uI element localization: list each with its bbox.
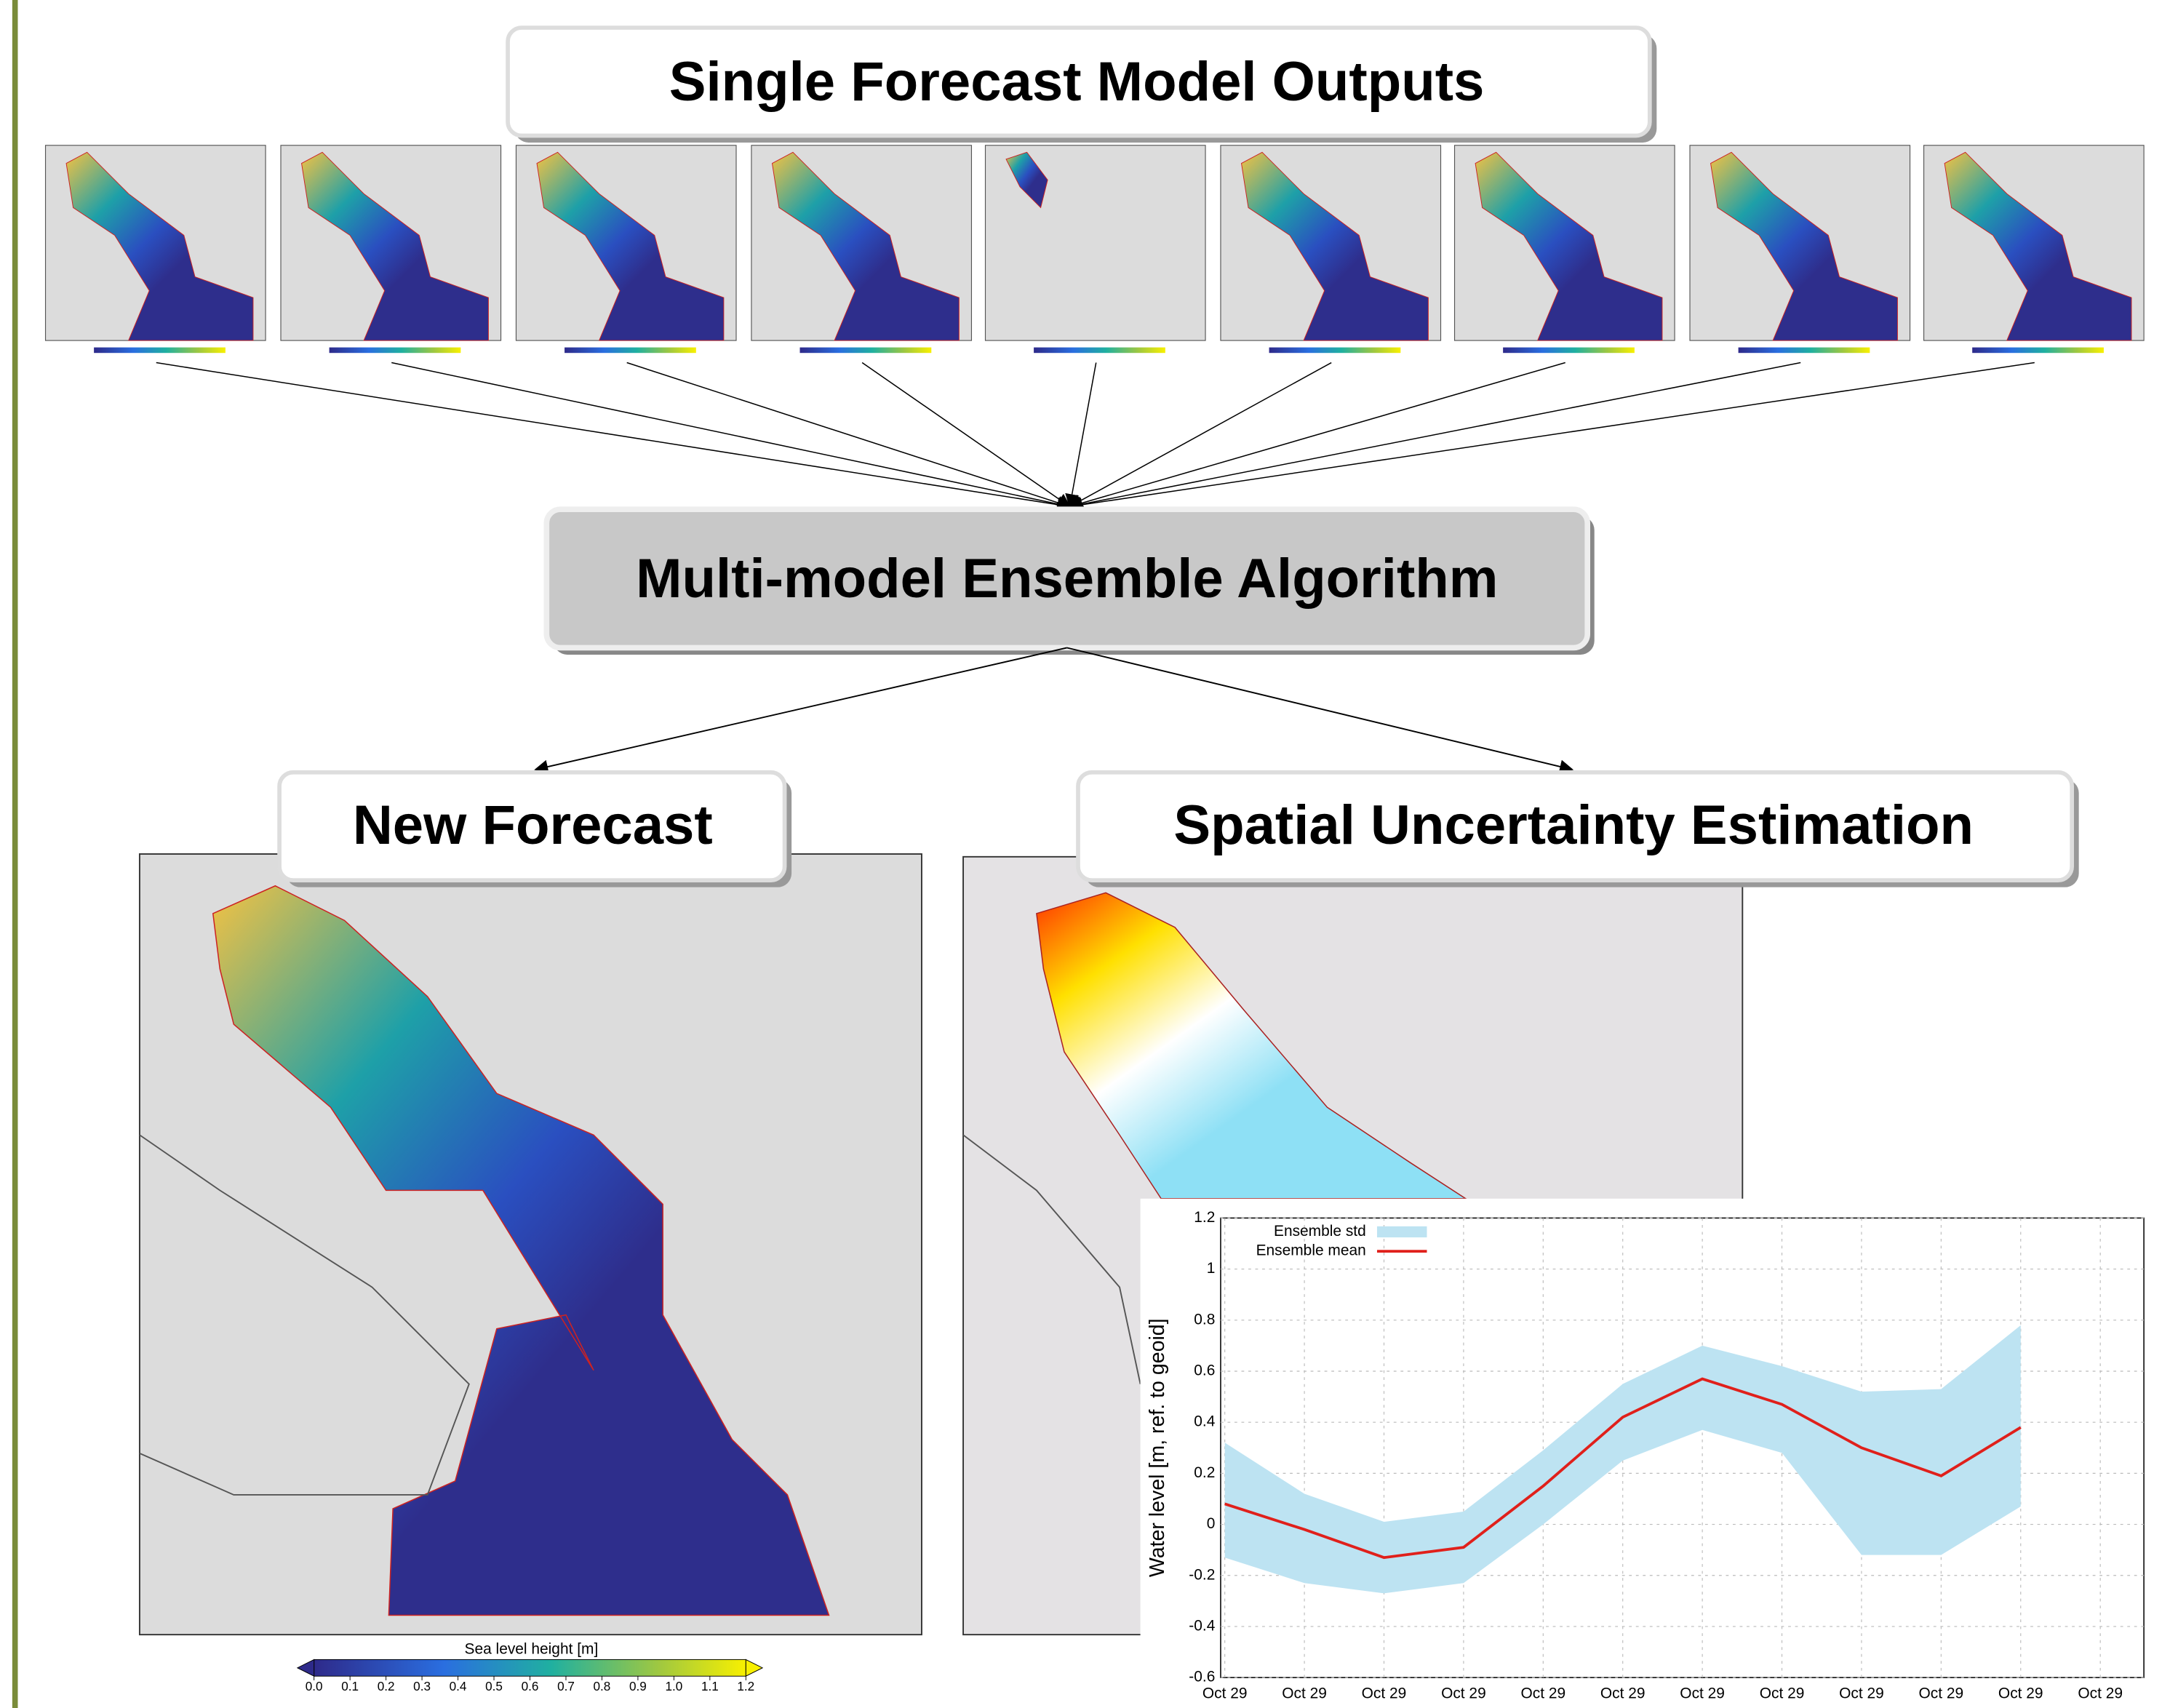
- y-tick-label: -0.2: [1189, 1566, 1215, 1583]
- diagram: Single Forecast Model Outputs Multi-mode…: [0, 0, 2170, 1708]
- x-tick-label: Oct 29: [1998, 1685, 2043, 1702]
- thumbnails: [46, 145, 2145, 353]
- arrow: [391, 363, 1069, 507]
- colorbar-tick-label: 1.0: [665, 1680, 682, 1693]
- arrow: [1070, 363, 1801, 507]
- colorbar-extend: [298, 1659, 314, 1676]
- x-tick-label: Oct 29: [1441, 1685, 1486, 1702]
- thumbnail-colorbar: [330, 348, 461, 354]
- colorbar-tick-label: 0.9: [629, 1680, 647, 1693]
- algorithm-label: Multi-model Ensemble Algorithm: [636, 548, 1498, 610]
- colorbar-extend: [746, 1659, 762, 1676]
- arrow: [1070, 363, 1565, 507]
- legend-label: Ensemble mean: [1256, 1242, 1366, 1259]
- thumbnail-colorbar: [1034, 348, 1165, 354]
- output-label: Spatial Uncertainty Estimation: [1173, 794, 1974, 856]
- colorbar-tick-label: 0.0: [306, 1680, 323, 1693]
- colorbar-tick-label: 0.5: [485, 1680, 503, 1693]
- y-tick-label: -0.4: [1189, 1617, 1215, 1634]
- inset-chart: Water level [m, ref. to geoid] -0.6 -0.4 -…: [1141, 1199, 2158, 1708]
- colorbar: Sea level height [m] 0.0 0.1 0.2 0.3 0.4 0.5 0…: [298, 1641, 762, 1693]
- y-axis-label: Water level [m, ref. to geoid]: [1146, 1318, 1169, 1577]
- colorbar-label: Sea level height [m]: [465, 1641, 599, 1658]
- colorbar-tick-label: 0.7: [557, 1680, 575, 1693]
- arrow: [156, 363, 1070, 507]
- legend-swatch: [1377, 1226, 1427, 1237]
- thumbnail-colorbar: [1739, 348, 1870, 354]
- legend-label: Ensemble std: [1274, 1223, 1366, 1240]
- arrow: [1070, 363, 1332, 507]
- thumbnail-colorbar: [94, 348, 226, 354]
- y-tick-label: 1.2: [1194, 1209, 1215, 1226]
- thumbnail-colorbar: [1269, 348, 1401, 354]
- x-tick-label: Oct 29: [1919, 1685, 1964, 1702]
- y-tick-label: -0.6: [1189, 1669, 1215, 1685]
- arrow: [627, 363, 1070, 507]
- arrows: [156, 363, 2035, 507]
- arrow: [1070, 363, 1096, 507]
- x-tick-label: Oct 29: [1760, 1685, 1805, 1702]
- thumbnail-colorbar: [1503, 348, 1635, 354]
- colorbar-ramp: [314, 1659, 746, 1676]
- title: Single Forecast Model Outputs: [669, 51, 1485, 113]
- arrow: [1067, 647, 1573, 769]
- y-tick-label: 0.6: [1194, 1362, 1215, 1379]
- arrow: [1070, 363, 2035, 507]
- side-bar: [12, 0, 18, 1708]
- page: {"header": {"title": "Single Forecast Mo…: [0, 0, 2170, 1708]
- y-tick-label: 0.4: [1194, 1413, 1215, 1430]
- colorbar-tick-label: 1.1: [701, 1680, 719, 1693]
- x-tick-label: Oct 29: [1600, 1685, 1646, 1702]
- colorbar-tick-label: 0.3: [413, 1680, 431, 1693]
- thumbnail-colorbar: [565, 348, 696, 354]
- colorbar-tick-label: 0.4: [450, 1680, 467, 1693]
- colorbar-tick-label: 0.8: [594, 1680, 611, 1693]
- y-tick-label: 0: [1207, 1515, 1216, 1532]
- thumbnail-colorbar: [800, 348, 932, 354]
- x-tick-label: Oct 29: [1520, 1685, 1565, 1702]
- colorbar-tick-label: 0.6: [522, 1680, 539, 1693]
- x-tick-label: Oct 29: [1680, 1685, 1725, 1702]
- y-tick-label: 1: [1207, 1260, 1216, 1277]
- x-tick-label: Oct 29: [2078, 1685, 2123, 1702]
- colorbar-tick-label: 0.1: [341, 1680, 359, 1693]
- colorbar-tick-label: 0.2: [378, 1680, 395, 1693]
- x-tick-label: Oct 29: [1202, 1685, 1248, 1702]
- arrow: [535, 647, 1067, 769]
- y-tick-label: 0.8: [1194, 1311, 1215, 1328]
- colorbar-tick-label: 1.2: [737, 1680, 754, 1693]
- x-tick-label: Oct 29: [1362, 1685, 1407, 1702]
- x-tick-label: Oct 29: [1839, 1685, 1884, 1702]
- y-tick-label: 0.2: [1194, 1464, 1215, 1481]
- thumbnail-colorbar: [1972, 348, 2104, 354]
- x-tick-label: Oct 29: [1282, 1685, 1327, 1702]
- output-label: New Forecast: [353, 794, 713, 856]
